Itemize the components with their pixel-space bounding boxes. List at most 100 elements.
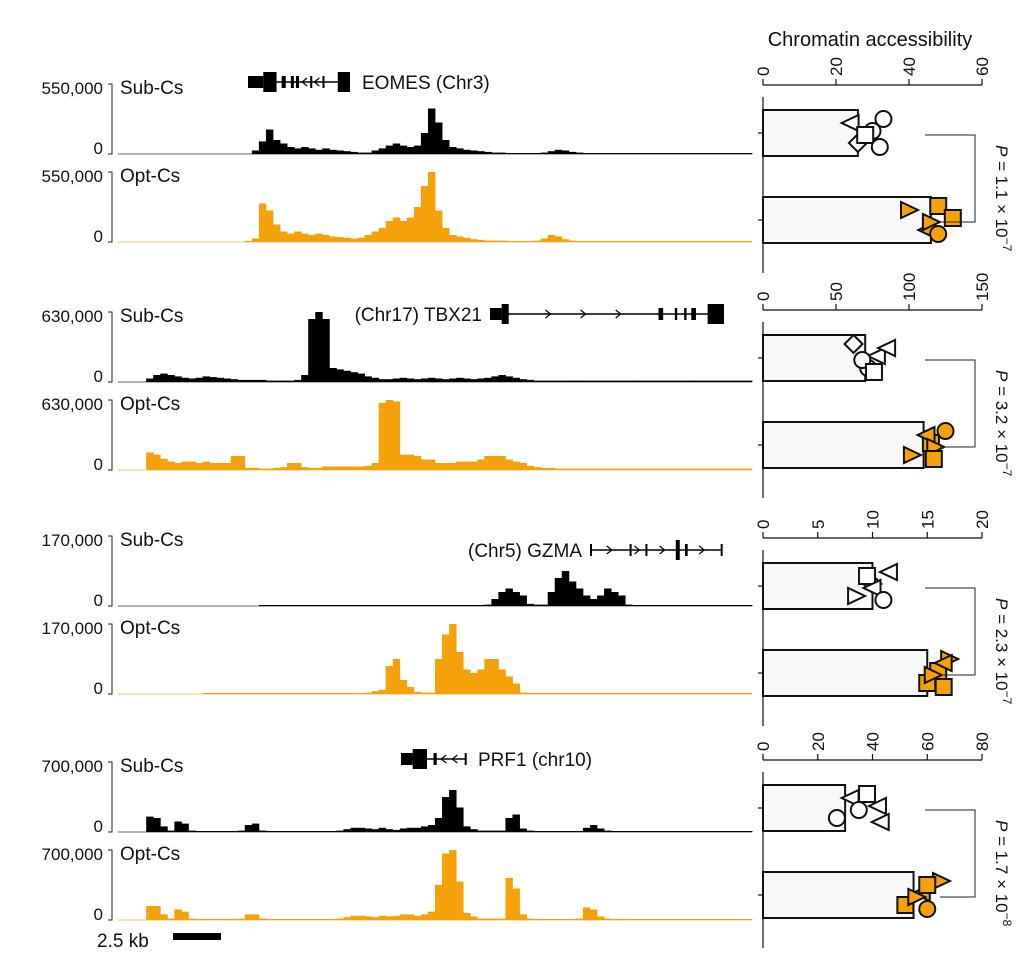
signal-bin — [266, 469, 273, 470]
signal-bin — [463, 913, 470, 920]
signal-bin — [703, 919, 710, 920]
signal-bin — [738, 831, 745, 832]
signal-bin — [660, 605, 667, 606]
signal-bin — [146, 453, 153, 471]
track-zero-label: 0 — [94, 227, 103, 246]
signal-bin — [505, 241, 512, 242]
signal-bin — [428, 460, 435, 471]
signal-bin — [731, 605, 738, 606]
signal-bin — [590, 825, 597, 832]
p-value-prefix: P — [992, 370, 1011, 382]
signal-bin — [604, 693, 611, 694]
signal-bin — [625, 605, 632, 606]
signal-bin — [660, 153, 667, 154]
signal-bin — [675, 605, 682, 606]
gene-exon — [685, 544, 688, 556]
signal-bin — [470, 379, 477, 382]
signal-bin — [329, 368, 336, 382]
signal-bin — [484, 152, 491, 154]
signal-bin — [336, 467, 343, 471]
signal-bin — [689, 153, 696, 154]
signal-bin — [618, 381, 625, 382]
signal-bin — [632, 469, 639, 470]
signal-bin — [407, 914, 414, 920]
signal-bin — [421, 379, 428, 383]
signal-bin — [329, 831, 336, 832]
signal-bin — [541, 239, 548, 243]
signal-bin — [203, 376, 210, 382]
signal-bin — [597, 917, 604, 921]
signal-bin — [541, 831, 548, 832]
signal-bin — [618, 693, 625, 694]
signal-bin — [590, 910, 597, 921]
signal-bin — [541, 605, 548, 606]
bar-panels-layer: 0 20 40 60P = 1.1 × 10−70 50 100 150P = 3.2 × … — [754, 57, 1014, 948]
signal-bin — [266, 919, 273, 920]
signal-bin — [217, 919, 224, 920]
signal-bin — [336, 693, 343, 694]
signal-bin — [322, 148, 329, 154]
signal-bin — [456, 808, 463, 833]
bar-axis-tick-label: 20 — [973, 510, 992, 529]
signal-bin — [393, 605, 400, 606]
signal-bin — [224, 379, 231, 383]
signal-bin — [484, 605, 491, 606]
signal-bin — [400, 378, 407, 382]
signal-bin — [527, 466, 534, 470]
signal-bin — [379, 828, 386, 832]
signal-bin — [287, 831, 294, 832]
gene-exon — [658, 308, 663, 320]
signal-bin — [738, 381, 745, 382]
signal-bin — [379, 379, 386, 382]
signal-bin — [632, 153, 639, 154]
signal-bin — [498, 241, 505, 242]
signal-bin — [407, 379, 414, 383]
signal-bin — [294, 605, 301, 606]
signal-bin — [660, 381, 667, 382]
signal-bin — [273, 693, 280, 694]
signal-bin — [625, 241, 632, 242]
signal-bin — [329, 236, 336, 242]
signal-bin — [315, 605, 322, 606]
bar-axis-tick-label: 0 — [754, 67, 773, 76]
signal-bin — [512, 592, 519, 606]
signal-bin — [731, 469, 738, 470]
scale-bar-label: 2.5 kb — [97, 931, 149, 952]
signal-bin — [287, 605, 294, 606]
p-value-exponent: −7 — [1000, 463, 1014, 477]
signal-bin — [590, 693, 597, 694]
data-point — [859, 786, 875, 802]
signal-bin — [583, 828, 590, 832]
signal-bin — [153, 375, 160, 382]
signal-bin — [731, 153, 738, 154]
signal-bin — [329, 467, 336, 471]
signal-bin — [343, 917, 350, 920]
signal-bin — [604, 381, 611, 382]
signal-bin — [280, 467, 287, 470]
signal-bin — [435, 123, 442, 155]
signal-bin — [365, 829, 372, 833]
signal-bin — [322, 235, 329, 242]
signal-bin — [280, 693, 287, 694]
signal-bin — [639, 605, 646, 606]
gene-exon — [691, 308, 696, 320]
signal-bin — [590, 469, 597, 470]
signal-bin — [379, 690, 386, 694]
gene-exon — [401, 753, 413, 765]
p-value-exponent: −7 — [1000, 238, 1014, 252]
signal-bin — [689, 919, 696, 920]
signal-bin — [245, 693, 252, 694]
track-ymax-label: 550,000 — [42, 79, 103, 98]
signal-bin — [689, 605, 696, 606]
gene-exon — [291, 76, 294, 88]
data-point — [859, 568, 875, 584]
signal-bin — [442, 797, 449, 832]
bar-axis-tick-label: 5 — [809, 520, 828, 529]
signal-bin — [252, 151, 259, 155]
signal-bin — [322, 319, 329, 382]
signal-bin — [738, 919, 745, 920]
bar-axis-tick-label: 40 — [900, 57, 919, 76]
signal-bin — [435, 885, 442, 920]
signal-bin — [520, 829, 527, 833]
